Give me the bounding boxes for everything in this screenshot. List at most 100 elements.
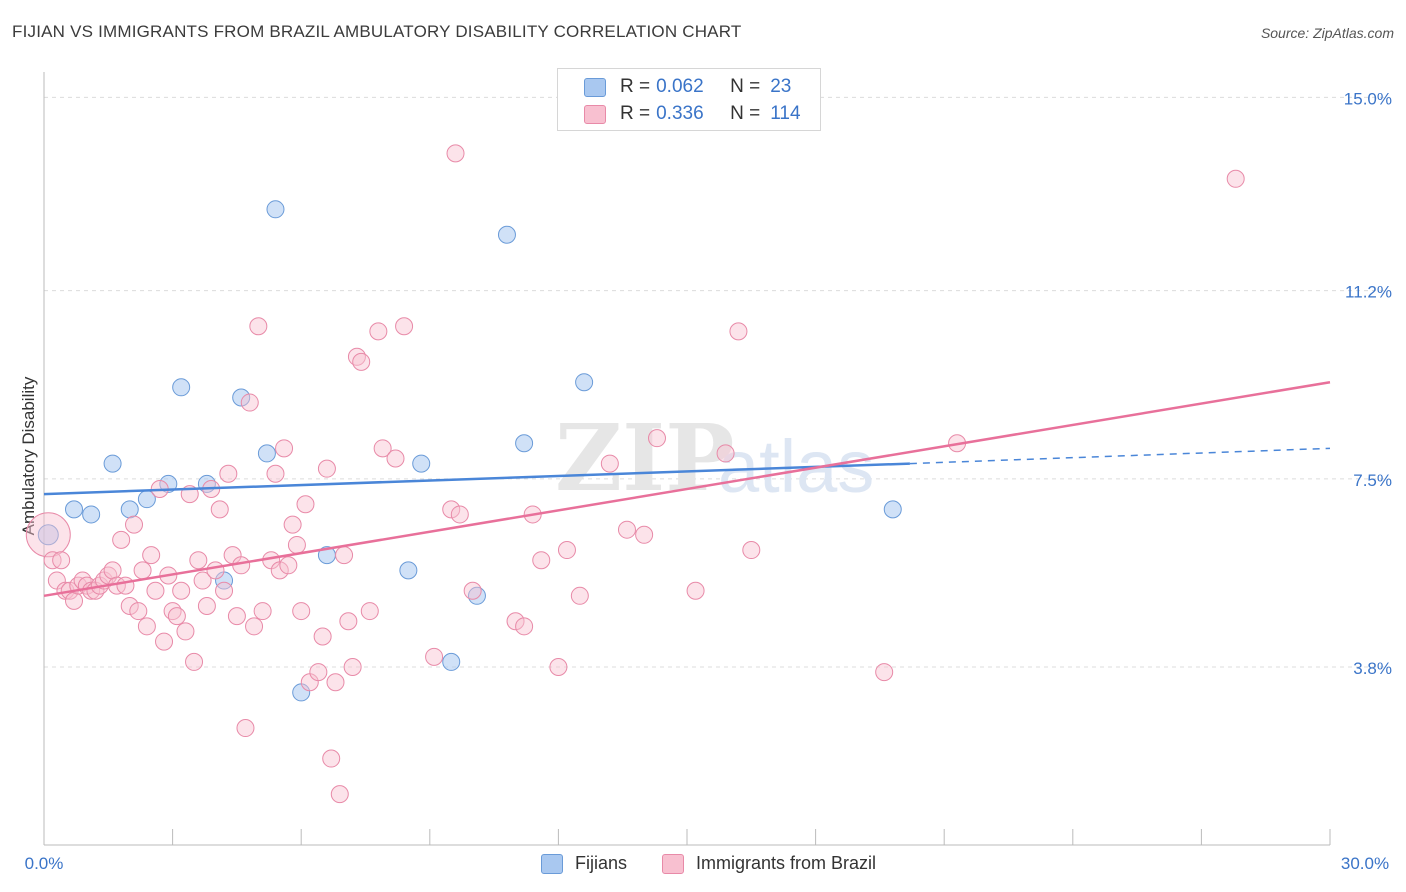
fijian-point	[232, 388, 251, 407]
fijian-point	[399, 561, 418, 580]
legend-swatch-brazil	[662, 853, 684, 874]
brazil-point	[425, 647, 444, 666]
brazil-point	[219, 464, 238, 483]
y-tick-label: 3.8%	[1353, 659, 1392, 678]
fijian-point	[266, 200, 285, 219]
brazil-point	[215, 581, 234, 600]
brazil-point	[125, 515, 144, 534]
watermark-zip: ZIP	[555, 404, 734, 512]
brazil-point	[193, 571, 212, 590]
brazil-point	[446, 144, 465, 163]
x-tick-label: 0.0%	[25, 854, 64, 873]
brazil-point	[227, 607, 246, 626]
legend-row-brazil: R = 0.336 N = 114	[584, 102, 801, 126]
brazil-point	[617, 520, 636, 539]
brazil-point	[292, 602, 311, 621]
brazil-point	[360, 602, 379, 621]
legend-n-value: 23	[770, 76, 792, 97]
fijian-point	[82, 505, 101, 524]
brazil-point	[206, 561, 225, 580]
brazil-point	[463, 581, 482, 600]
x-tick-label: 30.0%	[1341, 854, 1389, 873]
brazil-point	[137, 617, 156, 636]
legend-label-fijians: Fijians	[575, 853, 628, 873]
fijian-point	[883, 500, 902, 519]
brazil-point	[515, 617, 534, 636]
brazil-point	[275, 439, 294, 458]
brazil-point	[742, 541, 761, 560]
brazil-point	[270, 561, 289, 580]
fijian-point	[497, 225, 516, 244]
brazil-point	[373, 439, 392, 458]
legend-swatch-fijians	[541, 853, 563, 874]
brazil-point	[197, 596, 216, 615]
fijian-trend-line	[43, 462, 910, 496]
brazil-point	[686, 581, 705, 600]
fijian-point	[103, 454, 122, 473]
brazil-point	[245, 617, 264, 636]
legend-swatch-fijians	[584, 77, 606, 97]
brazil-point	[253, 602, 272, 621]
brazil-point	[146, 581, 165, 600]
legend-item-brazil[interactable]: Immigrants from Brazil	[662, 853, 876, 874]
brazil-point	[296, 495, 315, 514]
brazil-point	[120, 596, 139, 615]
brazil-point	[395, 317, 414, 336]
fijian-point	[37, 524, 59, 546]
brazil-point	[185, 652, 204, 671]
legend-r-value: 0.336	[656, 103, 704, 124]
brazil-point	[52, 551, 71, 570]
brazil-point	[600, 454, 619, 473]
legend-r-label: R =	[620, 103, 651, 124]
legend-n-label: N =	[730, 103, 761, 124]
fijian-trend-extension	[909, 447, 1331, 465]
brazil-point	[172, 581, 191, 600]
brazil-point	[335, 546, 354, 565]
brazil-point	[236, 719, 255, 738]
brazil-point	[279, 556, 298, 575]
fijian-point	[172, 378, 191, 397]
brazil-point	[386, 449, 405, 468]
legend-item-fijians[interactable]: Fijians	[541, 853, 627, 874]
brazil-point	[729, 322, 748, 341]
fijian-point	[120, 500, 139, 519]
brazil-point	[369, 322, 388, 341]
fijian-point	[257, 444, 276, 463]
brazil-point	[155, 632, 174, 651]
brazil-point	[549, 658, 568, 677]
legend-r-value: 0.062	[656, 76, 704, 97]
brazil-point	[1226, 169, 1245, 188]
brazil-point	[313, 627, 332, 646]
chart-title: FIJIAN VS IMMIGRANTS FROM BRAZIL AMBULAT…	[12, 22, 742, 41]
brazil-point	[287, 535, 306, 554]
fijian-point	[575, 373, 594, 392]
source-label: Source: ZipAtlas.com	[1260, 25, 1394, 41]
brazil-point	[189, 551, 208, 570]
brazil-point	[570, 586, 589, 605]
brazil-point	[167, 607, 186, 626]
brazil-point	[330, 785, 349, 804]
y-tick-label: 11.2%	[1345, 283, 1392, 302]
brazil-point	[322, 749, 341, 768]
brazil-point	[116, 576, 135, 595]
brazil-point	[557, 541, 576, 560]
brazil-point	[450, 505, 469, 524]
brazil-point	[635, 525, 654, 544]
brazil-point	[142, 546, 161, 565]
brazil-point	[875, 663, 894, 682]
brazil-point	[65, 591, 84, 610]
brazil-point	[133, 561, 152, 580]
correlation-legend: R = 0.062 N = 23 R = 0.336 N = 114	[557, 68, 821, 131]
legend-r-label: R =	[620, 76, 651, 97]
brazil-point	[309, 663, 328, 682]
brazil-point	[647, 429, 666, 448]
brazil-point	[283, 515, 302, 534]
brazil-point	[716, 444, 735, 463]
legend-row-fijians: R = 0.062 N = 23	[584, 75, 791, 99]
brazil-point	[326, 673, 345, 692]
brazil-point	[176, 622, 195, 641]
brazil-point	[103, 561, 122, 580]
brazil-point	[506, 612, 525, 631]
fijian-point	[65, 500, 84, 519]
